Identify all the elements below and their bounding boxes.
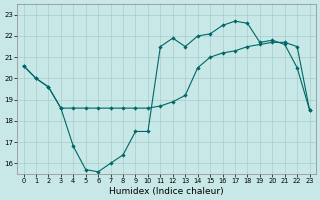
X-axis label: Humidex (Indice chaleur): Humidex (Indice chaleur) [109,187,224,196]
